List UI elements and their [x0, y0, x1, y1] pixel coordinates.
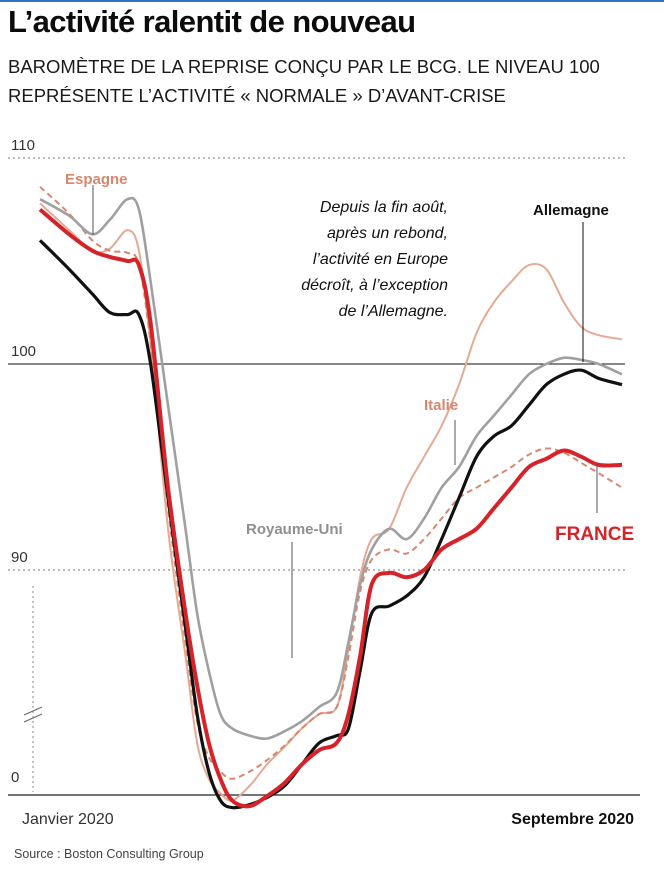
y-tick-0: 0: [11, 769, 19, 786]
x-label-end: Septembre 2020: [511, 811, 634, 828]
subtitle-line-2: REPRÉSENTE L’ACTIVITÉ « NORMALE » D’AVAN…: [8, 85, 506, 106]
label-france: FRANCE: [555, 524, 634, 545]
line-chart: 110 100 90 0 Espagne Allemagne Italie Ro…: [8, 137, 640, 828]
annotation-text: Depuis la fin août, après un rebond, l’a…: [301, 199, 448, 320]
x-label-start: Janvier 2020: [22, 811, 114, 828]
annotation-line-1: Depuis la fin août,: [320, 199, 448, 216]
annotation-line-5: de l’Allemagne.: [339, 303, 448, 320]
annotation-line-2: après un rebond,: [327, 225, 448, 242]
chart-title: L’activité ralentit de nouveau: [8, 4, 416, 39]
axis-break-marker-icon: [23, 706, 43, 723]
y-tick-110: 110: [11, 137, 35, 154]
label-italie: Italie: [424, 397, 458, 414]
series-line-royaume-uni: [39, 196, 623, 740]
label-allemagne: Allemagne: [533, 202, 609, 219]
series-line-allemagne: [38, 239, 623, 810]
annotation-line-4: décroît, à l’exception: [301, 277, 448, 294]
label-royaume-uni: Royaume-Uni: [246, 521, 343, 538]
series-line-espagne: [39, 186, 623, 780]
series-layer: [38, 186, 623, 810]
subtitle-line-1: BAROMÈTRE DE LA REPRISE CONÇU PAR LE BCG…: [8, 56, 600, 77]
label-espagne: Espagne: [65, 171, 128, 188]
y-tick-90: 90: [11, 549, 28, 566]
source-note: Source : Boston Consulting Group: [14, 847, 204, 861]
chart-subtitle: BAROMÈTRE DE LA REPRISE CONÇU PAR LE BCG…: [8, 52, 600, 110]
y-tick-100: 100: [11, 343, 36, 360]
annotation-line-3: l’activité en Europe: [313, 251, 448, 268]
series-line-france: [38, 207, 623, 809]
top-accent-rule: [0, 0, 664, 2]
